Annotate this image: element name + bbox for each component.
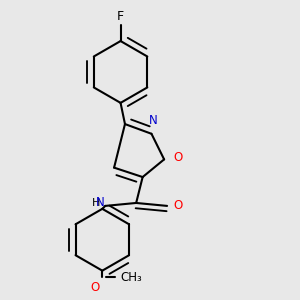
Text: O: O <box>173 151 182 164</box>
Text: O: O <box>174 200 183 212</box>
Text: F: F <box>117 11 124 23</box>
Text: N: N <box>148 114 157 127</box>
Text: CH₃: CH₃ <box>121 271 142 284</box>
Text: N: N <box>96 196 105 209</box>
Text: H: H <box>92 198 100 208</box>
Text: O: O <box>91 281 100 294</box>
